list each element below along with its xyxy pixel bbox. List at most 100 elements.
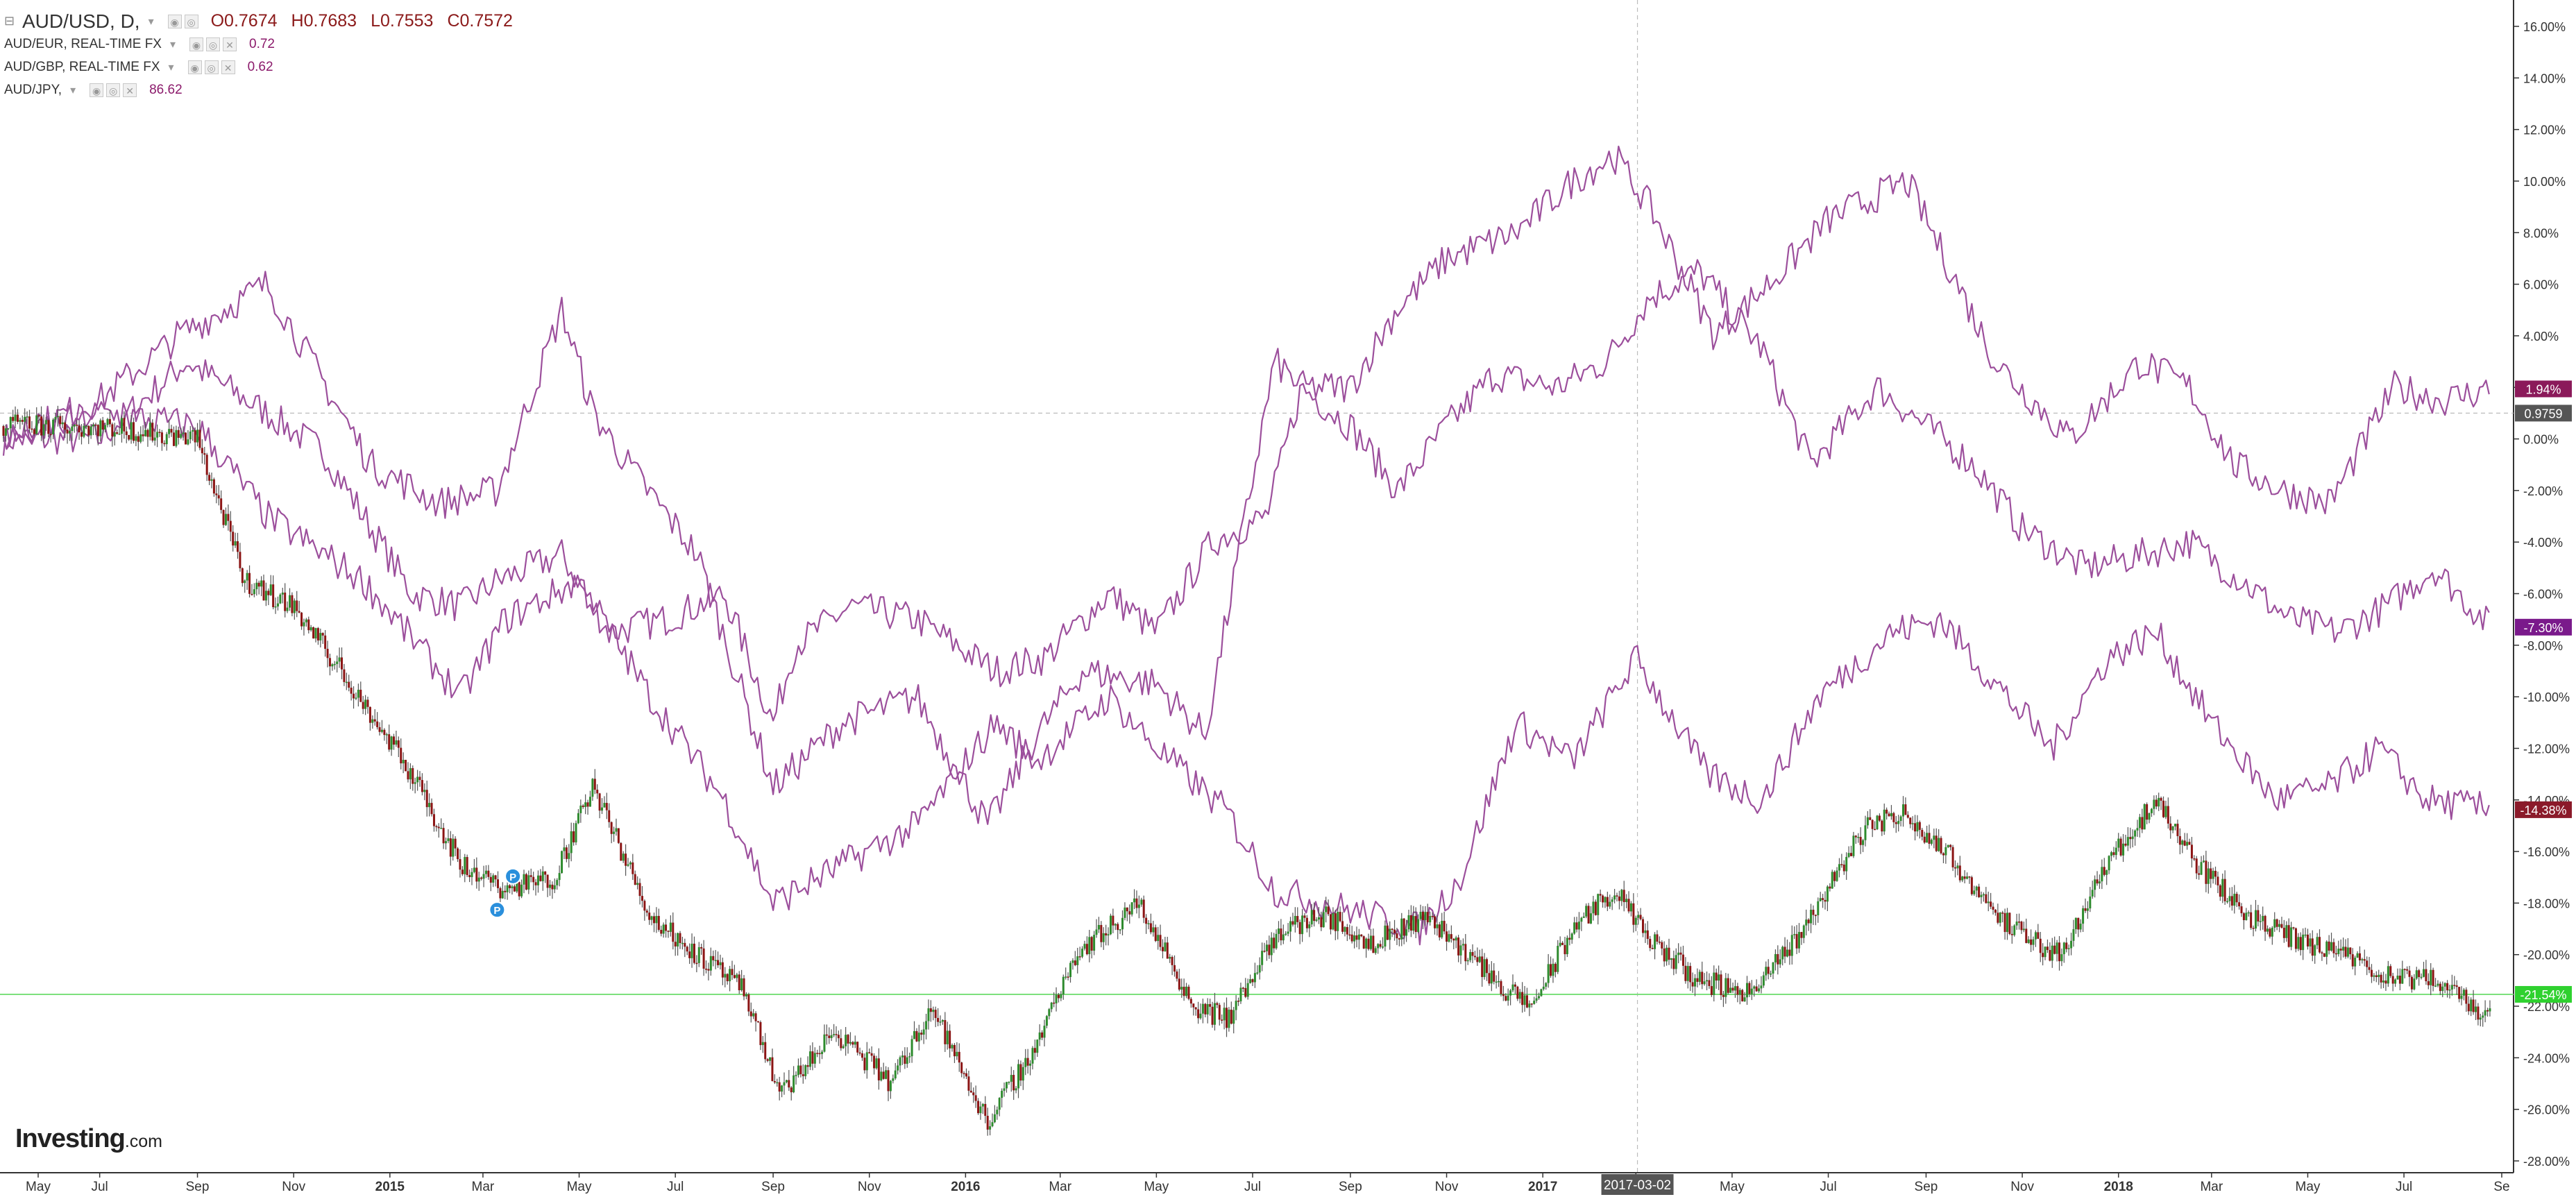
candle-body [705,968,707,970]
close-icon[interactable]: ✕ [123,83,137,97]
candle-body [1374,948,1377,953]
candle-body [447,838,450,842]
candle-body [2439,983,2441,992]
candle-body [1078,956,1081,958]
candle-body [376,721,379,727]
candle-body [1978,886,1981,897]
candle-body [1592,901,1595,914]
candle-body [1779,959,1781,965]
candle-body [577,813,579,824]
x-tick-label: Jul [667,1180,684,1194]
candle-body [1206,1003,1209,1015]
candle-body [2167,806,2169,824]
candle-body [1112,915,1115,926]
candle-body [536,875,539,885]
candle-body [1516,986,1519,999]
candle-body [1282,934,1285,941]
candle-body [771,1057,774,1081]
legend-compare-symbol[interactable]: AUD/EUR, REAL-TIME FX [4,36,162,51]
legend-compare-row[interactable]: AUD/EUR, REAL-TIME FX ▾ ◉ ◎ ✕ 0.72 [4,33,527,56]
x-tick-label: Mar [472,1180,495,1194]
candle-body [1642,919,1644,933]
chevron-down-icon[interactable]: ▾ [148,15,154,28]
candle-body [1947,844,1949,847]
candle-body [2046,946,2049,951]
candle-body [1753,986,1756,989]
settings-icon[interactable]: ◎ [204,60,219,74]
candle-body [634,874,636,885]
legend-main-row[interactable]: ⊟ AUD/USD, D, ▾ ◉ ◎ O0.7674 H0.7683 L0.7… [4,10,527,33]
eye-icon[interactable]: ◉ [167,14,182,28]
legend-compare-symbol[interactable]: AUD/JPY, [4,82,62,97]
candle-body [1473,956,1476,958]
candle-body [2448,990,2451,991]
candle-body [643,901,646,911]
candle-body [1985,894,1988,903]
candle-body [1883,809,1886,832]
close-icon[interactable]: ✕ [221,60,235,74]
candle-body [1691,982,1694,987]
candle-body [1029,1063,1032,1066]
x-tick-label: May [26,1180,51,1194]
candle-body [1876,815,1879,830]
candle-body [212,479,215,494]
settings-icon[interactable]: ◎ [106,83,121,97]
candle-body [428,803,431,808]
candle-body [2292,927,2295,928]
candle-body [1036,1039,1039,1053]
eye-icon[interactable]: ◉ [90,83,104,97]
candle-body [627,864,629,866]
candle-body [237,541,239,552]
candle-body [260,580,263,587]
candle-body [802,1074,804,1076]
chevron-down-icon[interactable]: ▾ [169,38,176,51]
close-icon[interactable]: ✕ [223,37,237,51]
legend-compare-row[interactable]: AUD/GBP, REAL-TIME FX ▾ ◉ ◎ ✕ 0.62 [4,56,527,78]
price-label: -21.54% [2520,988,2566,1002]
candle-body [793,1075,795,1093]
candle-body [2136,828,2139,831]
candle-body [2462,990,2465,996]
candle-body [674,942,677,946]
candle-body [804,1065,807,1076]
legend-compare-row[interactable]: AUD/JPY, ▾ ◉ ◎ ✕ 86.62 [4,78,527,101]
settings-icon[interactable]: ◎ [184,14,198,28]
eye-icon[interactable]: ◉ [189,37,204,51]
candle-body [2356,953,2359,958]
x-tick-label: Nov [1435,1180,1459,1194]
candle-body [180,434,183,438]
candle-body [492,875,495,883]
candle-body [1762,975,1765,986]
candle-body [2212,870,2214,879]
legend-main-symbol[interactable]: AUD/USD, D, [22,10,140,32]
candle-body [312,627,315,639]
candle-body [1154,927,1157,942]
candle-body [99,420,102,436]
candle-body [813,1053,816,1064]
candle-body [1852,835,1855,856]
candle-body [584,802,587,807]
candle-body [1538,996,1540,999]
candle-body [1315,919,1318,922]
chevron-down-icon[interactable]: ▾ [70,84,76,96]
crosshair-y-label: 0.9759 [2524,407,2562,421]
candle-body [279,594,282,604]
candle-body [2105,870,2108,875]
candle-body [544,871,547,875]
eye-icon[interactable]: ◉ [187,60,202,74]
candle-body [482,874,485,879]
candle-body [897,1065,899,1071]
candle-body [1525,995,1528,1008]
settings-icon[interactable]: ◎ [206,37,221,51]
candle-body [835,1034,838,1035]
collapse-icon[interactable]: ⊟ [4,14,15,28]
candle-body [1933,835,1935,840]
candle-body [19,420,22,422]
chevron-down-icon[interactable]: ▾ [168,61,174,74]
candle-body [2472,999,2475,1012]
candle-body [1675,955,1677,969]
candle-body [2280,924,2283,928]
legend-compare-symbol[interactable]: AUD/GBP, REAL-TIME FX [4,59,160,74]
candle-body [1161,946,1164,951]
